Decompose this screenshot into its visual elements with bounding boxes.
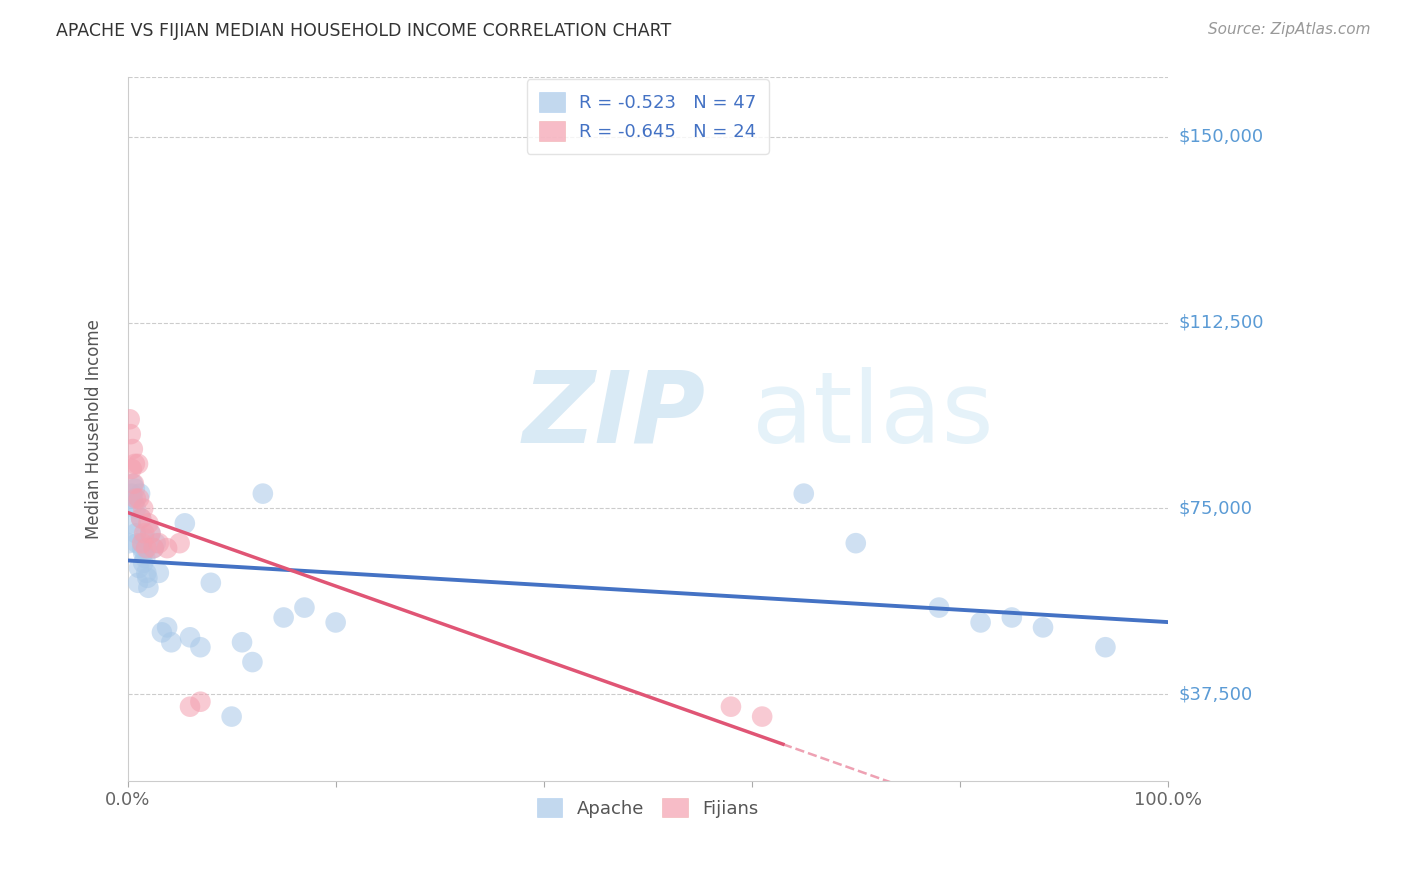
Point <box>135 566 157 580</box>
Point <box>121 442 143 456</box>
Point <box>179 630 201 644</box>
Text: $150,000: $150,000 <box>1180 128 1264 146</box>
Point <box>118 412 141 426</box>
Text: APACHE VS FIJIAN MEDIAN HOUSEHOLD INCOME CORRELATION CHART: APACHE VS FIJIAN MEDIAN HOUSEHOLD INCOME… <box>56 22 672 40</box>
Point <box>845 536 868 550</box>
Text: $37,500: $37,500 <box>1180 685 1253 703</box>
Point <box>273 610 295 624</box>
Y-axis label: Median Household Income: Median Household Income <box>86 319 103 539</box>
Point <box>125 536 148 550</box>
Point <box>142 541 165 555</box>
Point <box>121 476 143 491</box>
Point <box>132 556 155 570</box>
Point <box>125 491 148 506</box>
Point <box>325 615 347 630</box>
Point <box>142 541 165 555</box>
Point <box>117 536 139 550</box>
Point <box>134 526 156 541</box>
Point <box>242 655 264 669</box>
Point <box>120 427 142 442</box>
Point <box>136 571 159 585</box>
Point <box>129 511 152 525</box>
Point <box>252 486 274 500</box>
Point <box>132 501 155 516</box>
Point <box>156 620 179 634</box>
Point <box>138 516 160 531</box>
Point <box>138 581 160 595</box>
Text: ZIP: ZIP <box>523 367 706 464</box>
Point <box>145 536 167 550</box>
Point <box>148 566 170 580</box>
Point <box>150 625 173 640</box>
Point <box>127 575 149 590</box>
Point <box>139 526 162 541</box>
Point <box>928 600 950 615</box>
Legend: Apache, Fijians: Apache, Fijians <box>530 790 765 825</box>
Point <box>148 536 170 550</box>
Point <box>720 699 742 714</box>
Text: $112,500: $112,500 <box>1180 314 1264 332</box>
Point <box>120 516 142 531</box>
Point <box>131 536 153 550</box>
Point <box>1001 610 1024 624</box>
Text: atlas: atlas <box>752 367 994 464</box>
Point <box>221 709 243 723</box>
Text: $75,000: $75,000 <box>1180 500 1253 517</box>
Point <box>179 699 201 714</box>
Point <box>793 486 815 500</box>
Point <box>751 709 773 723</box>
Point <box>124 482 146 496</box>
Point <box>294 600 316 615</box>
Point <box>1094 640 1116 655</box>
Point <box>129 486 152 500</box>
Point <box>160 635 183 649</box>
Point <box>169 536 191 550</box>
Point <box>134 551 156 566</box>
Point <box>173 516 195 531</box>
Point <box>190 695 212 709</box>
Point <box>131 541 153 555</box>
Point <box>129 511 152 525</box>
Point <box>139 526 162 541</box>
Point <box>124 457 146 471</box>
Point <box>122 497 145 511</box>
Point <box>969 615 991 630</box>
Point <box>190 640 212 655</box>
Point <box>122 476 145 491</box>
Text: Source: ZipAtlas.com: Source: ZipAtlas.com <box>1208 22 1371 37</box>
Point <box>125 526 148 541</box>
Point <box>127 457 149 471</box>
Point <box>125 501 148 516</box>
Point <box>231 635 253 649</box>
Point <box>1032 620 1054 634</box>
Point <box>121 462 143 476</box>
Point <box>121 491 143 506</box>
Point <box>156 541 179 555</box>
Point <box>134 531 156 545</box>
Point <box>200 575 222 590</box>
Point <box>128 561 150 575</box>
Point <box>128 491 150 506</box>
Point <box>135 541 157 555</box>
Point <box>121 486 143 500</box>
Point <box>132 546 155 560</box>
